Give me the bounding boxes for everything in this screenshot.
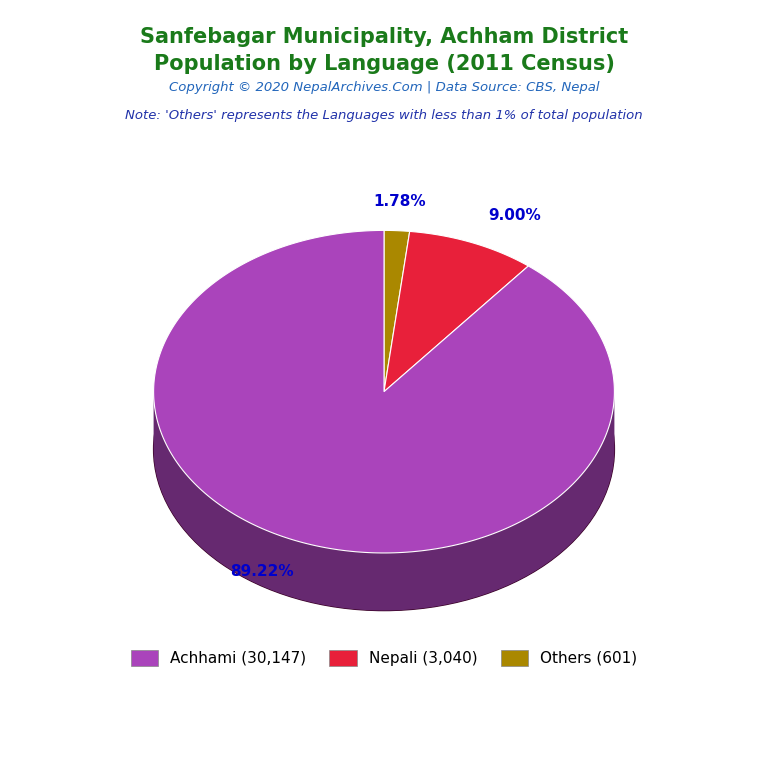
Polygon shape: [384, 231, 528, 392]
Ellipse shape: [154, 288, 614, 611]
Legend: Achhami (30,147), Nepali (3,040), Others (601): Achhami (30,147), Nepali (3,040), Others…: [124, 644, 644, 672]
Text: Note: 'Others' represents the Languages with less than 1% of total population: Note: 'Others' represents the Languages …: [125, 109, 643, 122]
Text: Sanfebagar Municipality, Achham District: Sanfebagar Municipality, Achham District: [140, 27, 628, 47]
Text: Copyright © 2020 NepalArchives.Com | Data Source: CBS, Nepal: Copyright © 2020 NepalArchives.Com | Dat…: [169, 81, 599, 94]
Text: 9.00%: 9.00%: [488, 208, 541, 223]
Text: 1.78%: 1.78%: [373, 194, 425, 209]
Polygon shape: [154, 392, 614, 611]
Polygon shape: [154, 230, 614, 553]
Polygon shape: [384, 230, 409, 392]
Text: Population by Language (2011 Census): Population by Language (2011 Census): [154, 54, 614, 74]
Text: 89.22%: 89.22%: [230, 564, 293, 579]
